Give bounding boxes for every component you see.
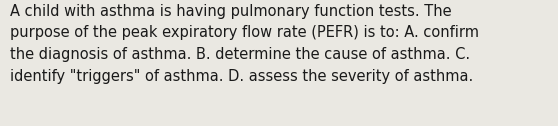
Text: A child with asthma is having pulmonary function tests. The
purpose of the peak : A child with asthma is having pulmonary … [10,4,479,84]
